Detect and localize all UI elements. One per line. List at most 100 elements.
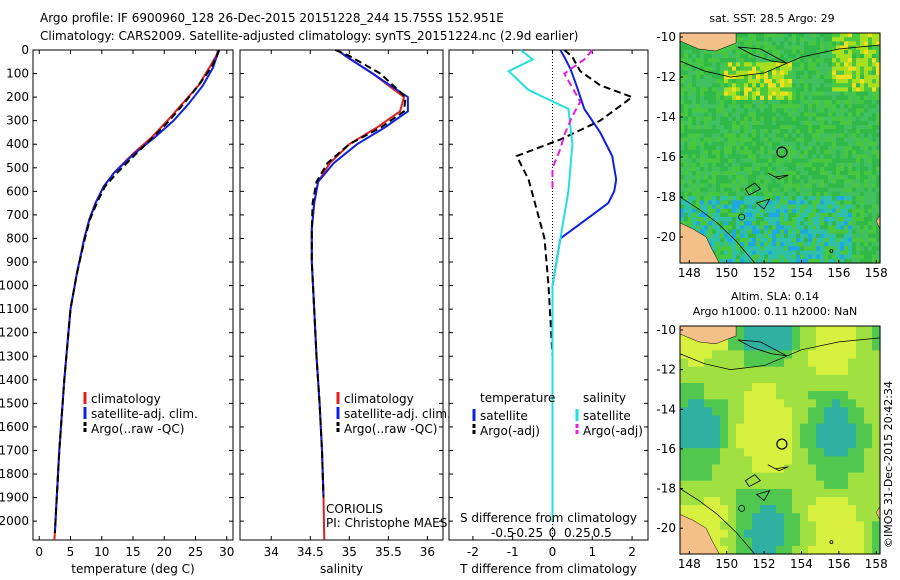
legend-label: Argo(-adj) <box>480 424 540 438</box>
shelf-contour <box>679 488 756 555</box>
shelf-contour <box>679 196 756 264</box>
y-tick-label: 1700 <box>0 443 29 457</box>
lon-tick-label: 156 <box>827 557 850 571</box>
lat-tick-label: -20 <box>656 521 676 535</box>
y-tick-label: 600 <box>6 184 29 198</box>
y-tick-label: 300 <box>6 114 29 128</box>
series-satellite-adj-clim- <box>310 49 409 498</box>
lon-tick-label: 158 <box>865 266 888 280</box>
s-tick-label: 0.5 <box>593 526 612 540</box>
y-tick-label: 1400 <box>0 373 29 387</box>
annotation-text: CORIOLIS <box>326 502 383 516</box>
lat-tick-label: -10 <box>656 323 676 337</box>
s-tick-label: -0.5 <box>491 526 514 540</box>
y-tick-label: 1200 <box>0 326 29 340</box>
x-axis-label: temperature (deg C) <box>71 562 194 576</box>
y-tick-label: 1300 <box>0 349 29 363</box>
legend-label: satellite <box>583 409 631 423</box>
x-tick-label: 34 <box>264 545 279 559</box>
y-tick-label: 2000 <box>0 514 29 528</box>
difference-profile: -2 -1 0 1 2 T difference from climatology S di… <box>448 49 649 576</box>
plot-frame <box>32 49 234 541</box>
seamount-marker <box>738 504 746 512</box>
x-tick-label: -1 <box>507 545 519 559</box>
sst-map-title: sat. SST: 28.5 Argo: 29 <box>709 12 834 25</box>
y-tick-label: 900 <box>6 255 29 269</box>
imos-credit: ©IMOS 31-Dec-2015 20:42:34 <box>882 381 895 548</box>
series-argo-raw-qc- <box>53 49 220 533</box>
legend-label: satellite-adj. clim. <box>344 407 451 421</box>
reef-contour <box>767 172 789 180</box>
sla-map-title-line-2: Argo h1000: 0.11 h2000: NaN <box>693 305 858 318</box>
seamount-marker <box>738 213 746 221</box>
y-tick-label: 1500 <box>0 396 29 410</box>
legend-title-salinity: salinity <box>583 391 626 405</box>
y-tick-label: 500 <box>6 161 29 175</box>
map-frame <box>679 325 881 555</box>
series-argo-raw-qc- <box>310 49 407 498</box>
reef-contour <box>737 46 787 64</box>
y-tick-label: 1900 <box>0 491 29 505</box>
plot-frame <box>239 49 444 541</box>
y-tick-label: 0 <box>21 43 29 57</box>
s-tick-label: -0.25 <box>512 526 543 540</box>
lat-tick-label: -14 <box>656 110 676 124</box>
title-line-1: Argo profile: IF 6900960_128 26-Dec-2015… <box>40 11 504 25</box>
x-tick-label: 20 <box>157 545 172 559</box>
x-tick-label: 0 <box>35 545 43 559</box>
plot-frame <box>448 49 649 541</box>
lon-tick-label: 154 <box>790 557 813 571</box>
y-tick-label: 1800 <box>0 467 29 481</box>
x-tick-label: 25 <box>188 545 203 559</box>
y-tick-label: 1100 <box>0 302 29 316</box>
title-line-2: Climatology: CARS2009. Satellite-adjuste… <box>40 29 578 43</box>
lat-tick-label: -18 <box>656 190 676 204</box>
reef-contour <box>755 198 771 210</box>
y-tick-label: 1600 <box>0 420 29 434</box>
lon-tick-label: 148 <box>678 557 701 571</box>
s-axis-label: S difference from climatology <box>460 511 637 525</box>
lon-tick-label: 148 <box>678 266 701 280</box>
map-field <box>680 326 881 555</box>
legend-label: climatology <box>91 392 161 406</box>
sst-map: 148 150 152 154 156 158 -10 -12 -14 -16 -18 -20 <box>656 30 887 280</box>
x-axis-label: T difference from climatology <box>459 562 637 576</box>
lat-tick-label: -10 <box>656 30 676 44</box>
x-tick-label: 34.5 <box>297 545 324 559</box>
x-tick-label: 36 <box>420 545 435 559</box>
lat-tick-label: -12 <box>656 363 676 377</box>
trench-contour <box>679 337 881 370</box>
lat-tick-label: -18 <box>656 482 676 496</box>
legend-label: satellite-adj. clim. <box>91 407 198 421</box>
reef-contour <box>744 474 762 488</box>
annotation-text: PI: Christophe MAES <box>326 516 447 530</box>
argo-position-marker <box>776 438 788 450</box>
map-field <box>680 33 881 264</box>
lon-tick-label: 150 <box>715 266 738 280</box>
y-tick-label: 800 <box>6 231 29 245</box>
reef-contour <box>767 464 789 472</box>
reef-contour <box>737 339 787 357</box>
y-tick-label: 200 <box>6 90 29 104</box>
x-tick-label: 30 <box>219 545 234 559</box>
lat-tick-label: -16 <box>656 442 676 456</box>
x-tick-label: -2 <box>467 545 479 559</box>
seamount-marker <box>829 540 834 545</box>
sla-map: 148 150 152 154 156 158 -10 -12 -14 -16 -18 -20 <box>656 323 887 571</box>
legend-label: Argo(-adj) <box>583 424 643 438</box>
lat-tick-label: -16 <box>656 150 676 164</box>
lat-tick-label: -14 <box>656 402 676 416</box>
map-frame <box>679 32 881 264</box>
temperature-profile: 0100200300400500600700800900100011001200… <box>0 43 234 576</box>
legend-label: climatology <box>344 392 414 406</box>
profile-panels: 0100200300400500600700800900100011001200… <box>0 43 649 576</box>
reef-contour <box>755 489 771 502</box>
series-salinity-satellite <box>506 49 574 522</box>
x-tick-label: 0 <box>549 545 557 559</box>
legend-title-temperature: temperature <box>480 391 555 405</box>
lon-tick-label: 152 <box>753 557 776 571</box>
y-tick-label: 1000 <box>0 279 29 293</box>
y-tick-label: 700 <box>6 208 29 222</box>
